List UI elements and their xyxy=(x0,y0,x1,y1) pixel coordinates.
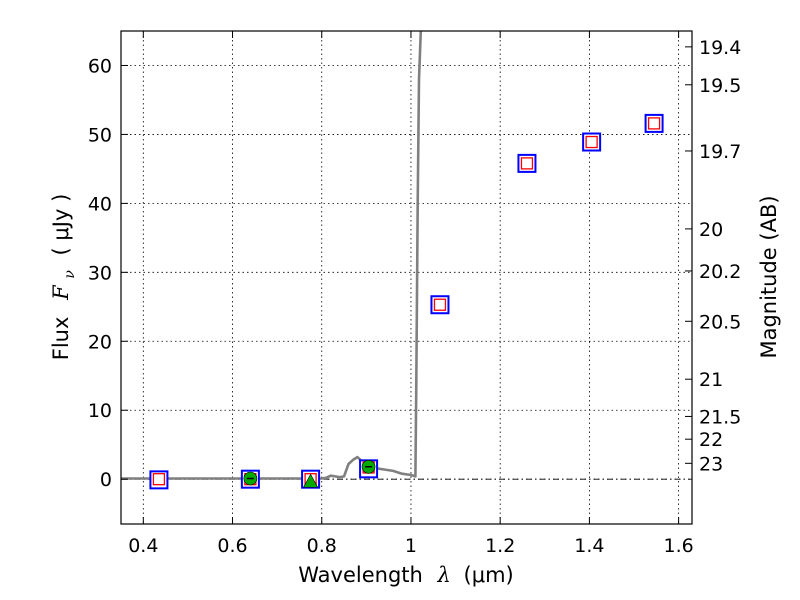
ticks: 0.4 0.6 0.8 1 1.2 1.4 1.6 0 10 20 30 40 50 60 19.4 19.5… xyxy=(88,31,741,557)
y-tick-label: 50 xyxy=(88,124,112,146)
model-flux-square xyxy=(152,473,166,486)
y-tick-label: 40 xyxy=(88,193,112,215)
right-tick-label: 19.5 xyxy=(699,75,741,97)
x-tick-label: 0.4 xyxy=(128,535,158,557)
x-tick-label: 1.6 xyxy=(664,535,694,557)
y-label-prefix: Flux xyxy=(49,317,73,361)
right-tick-label: 19.4 xyxy=(699,37,741,59)
plot-frame xyxy=(120,30,693,525)
y-tick-label: 0 xyxy=(100,469,112,491)
model-flux-square xyxy=(433,298,447,311)
right-tick-label: 22 xyxy=(699,429,723,451)
x-tick-label: 1.4 xyxy=(574,535,604,557)
green-triangle-point xyxy=(303,473,319,488)
x-tick-label: 0.6 xyxy=(217,535,247,557)
y-tick-label: 30 xyxy=(88,262,112,284)
x-tick-label: 0.8 xyxy=(307,535,337,557)
y-tick-label: 10 xyxy=(88,400,112,422)
x-label-symbol: λ xyxy=(437,563,451,587)
x-tick-label: 1.2 xyxy=(485,535,515,557)
model-flux-square xyxy=(585,135,598,149)
right-tick-label: 20 xyxy=(699,219,723,241)
x-axis-label: Wavelength λ (μm) xyxy=(298,563,513,587)
y-label-unit: ( μJy ) xyxy=(49,194,73,256)
y-label-symbol: F xyxy=(49,284,73,301)
x-tick-label: 1 xyxy=(405,535,417,557)
right-axis-label: Magnitude (AB) xyxy=(757,195,781,358)
right-tick-label: 21.5 xyxy=(699,406,741,428)
y-label-subscript: ν xyxy=(62,270,78,279)
y-axis-label: Flux F ν ( μJy ) xyxy=(49,194,79,361)
y-tick-label: 20 xyxy=(88,331,112,353)
model-flux-square xyxy=(647,117,661,130)
grid xyxy=(121,31,692,524)
right-tick-label: 21 xyxy=(699,369,723,391)
right-tick-label: 19.7 xyxy=(699,141,741,163)
y-tick-label: 60 xyxy=(88,55,112,77)
right-tick-label: 20.5 xyxy=(699,311,741,333)
data-layer xyxy=(121,30,664,490)
model-flux-square xyxy=(520,157,534,170)
right-tick-label: 23 xyxy=(699,453,723,475)
x-label-unit: (μm) xyxy=(464,563,514,587)
x-label-prefix: Wavelength xyxy=(298,563,423,587)
model-spectrum-line xyxy=(121,30,423,480)
right-tick-label: 20.2 xyxy=(699,261,741,283)
